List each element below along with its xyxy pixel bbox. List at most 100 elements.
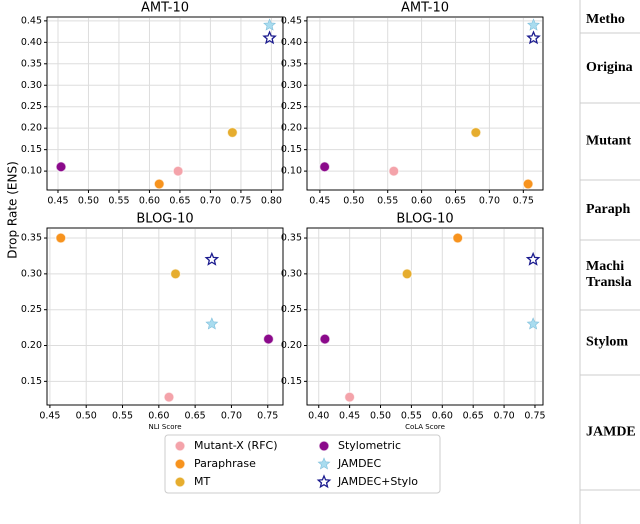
- y-tick-label: 0.15: [281, 144, 302, 155]
- circle-marker: [174, 440, 186, 452]
- plot-area: [306, 16, 544, 191]
- star-marker: [526, 30, 541, 45]
- y-tick-label: 0.10: [281, 166, 302, 177]
- x-tick-label: 0.50: [76, 411, 97, 422]
- circle-marker: [55, 232, 67, 244]
- y-tick-label: 0.35: [21, 58, 42, 69]
- x-tick-label: 0.55: [108, 196, 129, 207]
- x-tick-label: 0.45: [39, 411, 60, 422]
- y-tick-label: 0.15: [21, 376, 42, 387]
- y-tick-label: 0.45: [281, 15, 302, 26]
- plot-frame: [306, 16, 544, 191]
- y-tick-label: 0.20: [281, 123, 302, 134]
- legend-label: MT: [194, 475, 210, 488]
- table-header: Metho: [586, 12, 625, 27]
- chart-title: BLOG-10: [396, 212, 453, 227]
- x-tick-label: 0.55: [112, 411, 133, 422]
- table-cell: JAMDE: [586, 425, 636, 440]
- star-marker: [205, 317, 219, 330]
- x-tick-label: 0.60: [139, 196, 160, 207]
- x-tick-label: 0.65: [445, 196, 466, 207]
- chart-title: AMT-10: [141, 1, 189, 16]
- x-tick-label: 0.50: [370, 411, 391, 422]
- y-tick-label: 0.45: [21, 15, 42, 26]
- circle-marker: [172, 165, 184, 177]
- plot-frame: [46, 227, 284, 406]
- legend-label: JAMDEC+Stylo: [337, 475, 418, 488]
- legend-label: Stylometric: [338, 439, 401, 452]
- y-tick-label: 0.30: [281, 268, 302, 279]
- star-marker: [527, 18, 540, 31]
- x-tick-label: 0.45: [47, 196, 68, 207]
- y-tick-label: 0.25: [21, 101, 42, 112]
- x-axis-label: NLI Score: [148, 423, 181, 431]
- legend-label: Paraphrase: [194, 457, 256, 470]
- star-marker: [317, 457, 331, 470]
- circle-marker: [344, 391, 356, 403]
- y-tick-label: 0.30: [21, 268, 42, 279]
- star-marker: [316, 474, 332, 489]
- circle-marker: [388, 165, 400, 177]
- x-tick-label: 0.70: [221, 411, 242, 422]
- x-tick-label: 0.75: [257, 411, 278, 422]
- x-tick-label: 0.55: [401, 411, 422, 422]
- star-marker: [525, 251, 541, 266]
- x-tick-label: 0.60: [432, 411, 453, 422]
- x-tick-label: 0.65: [185, 411, 206, 422]
- x-tick-label: 0.70: [494, 411, 515, 422]
- x-tick-label: 0.75: [230, 196, 251, 207]
- x-tick-label: 0.70: [200, 196, 221, 207]
- x-tick-label: 0.75: [513, 196, 534, 207]
- legend-label: JAMDEC: [337, 457, 381, 470]
- circle-marker: [55, 161, 67, 173]
- circle-marker: [163, 391, 175, 403]
- plot-frame: [46, 16, 284, 191]
- circle-marker: [153, 178, 165, 190]
- table-cell: Transla: [586, 275, 632, 290]
- table-cell: Origina: [586, 60, 633, 75]
- y-tick-label: 0.35: [281, 233, 302, 244]
- legend-label: Mutant-X (RFC): [194, 439, 278, 452]
- star-marker: [526, 317, 540, 330]
- y-axis-label: Drop Rate (ENS): [6, 161, 20, 259]
- plot-area: [306, 227, 544, 406]
- y-tick-label: 0.20: [21, 340, 42, 351]
- x-tick-label: 0.70: [479, 196, 500, 207]
- circle-marker: [319, 161, 331, 173]
- y-tick-label: 0.40: [281, 37, 302, 48]
- circle-marker: [318, 440, 330, 452]
- circle-marker: [169, 268, 182, 280]
- y-tick-label: 0.10: [21, 166, 42, 177]
- y-tick-label: 0.25: [281, 304, 302, 315]
- x-tick-label: 0.40: [308, 411, 329, 422]
- x-tick-label: 0.45: [309, 196, 330, 207]
- chart-title: BLOG-10: [136, 212, 193, 227]
- table-cell: Stylom: [586, 335, 628, 350]
- x-tick-label: 0.65: [169, 196, 190, 207]
- circle-marker: [174, 476, 186, 488]
- plot-area: [46, 16, 284, 191]
- x-tick-label: 0.75: [524, 411, 545, 422]
- y-tick-label: 0.40: [21, 37, 42, 48]
- x-tick-label: 0.50: [343, 196, 364, 207]
- y-tick-label: 0.35: [281, 58, 302, 69]
- table-cell: Paraph: [586, 202, 631, 217]
- y-tick-label: 0.20: [21, 123, 42, 134]
- y-tick-label: 0.30: [281, 80, 302, 91]
- circle-marker: [174, 458, 186, 470]
- x-axis-label: CoLA Score: [405, 423, 445, 431]
- circle-marker: [226, 126, 238, 139]
- x-tick-label: 0.80: [261, 196, 282, 207]
- circle-marker: [452, 232, 464, 244]
- circle-marker: [470, 126, 482, 139]
- y-tick-label: 0.20: [281, 340, 302, 351]
- x-tick-label: 0.45: [339, 411, 360, 422]
- y-tick-label: 0.15: [21, 144, 42, 155]
- plot-frame: [306, 227, 544, 406]
- circle-marker: [262, 333, 275, 345]
- circle-marker: [401, 268, 413, 280]
- table-cell: Mutant: [586, 134, 631, 149]
- y-tick-label: 0.25: [21, 304, 42, 315]
- legend-box: [164, 434, 441, 494]
